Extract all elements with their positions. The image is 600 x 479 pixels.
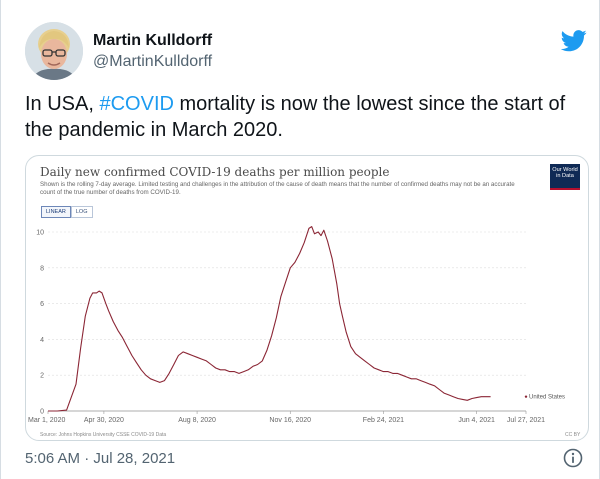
y-tick-label: 10 [36,230,44,237]
chart-source: Source: Johns Hopkins University CSSE CO… [40,432,167,438]
hashtag-link[interactable]: #COVID [99,93,174,115]
x-tick-label: Apr 30, 2020 [84,417,124,424]
x-tick-label: Nov 16, 2020 [269,417,311,424]
x-tick-label: Mar 1, 2020 [28,417,65,424]
series-label: United States [529,395,565,401]
author-handle[interactable]: @MartinKulldorff [93,53,213,70]
x-tick-label: Feb 24, 2021 [363,417,404,424]
scale-toggle: LINEAR LOG [41,206,93,218]
y-tick-label: 0 [40,409,44,416]
twitter-bird-icon[interactable] [561,30,587,52]
y-tick-label: 8 [40,265,44,272]
tweet-timestamp[interactable]: 5:06 AM · Jul 28, 2021 [25,450,176,467]
avatar[interactable] [25,22,83,80]
chart-title: Daily new confirmed COVID-19 deaths per … [40,165,390,179]
y-tick-label: 2 [40,373,44,380]
tweet-text: In USA, #COVID mortality is now the lowe… [25,91,585,143]
chart-subtitle: Shown is the rolling 7-day average. Limi… [40,181,515,196]
x-tick-label: Jul 27, 2021 [507,417,545,424]
x-tick-label: Jun 4, 2021 [458,417,495,424]
tweet-text-after: mortality is now the lowest since the st… [25,93,566,141]
owid-logo: Our World in Data [550,164,580,190]
log-scale-button[interactable]: LOG [70,206,93,218]
y-tick-label: 4 [40,337,44,344]
tweet-text-before: In USA, [25,93,100,115]
chart-license: CC BY [565,432,581,438]
line-chart: 0 2 4 6 8 10 Mar 1, 2020 Apr 30, 2020 Aug 8, 202… [28,226,565,424]
x-tick-label: Aug 8, 2020 [178,417,216,424]
series-line-united-states [48,226,491,412]
series-end-point [524,395,528,398]
linear-scale-button[interactable]: LINEAR [41,206,71,218]
author-name[interactable]: Martin Kulldorff [93,32,213,49]
chart-card[interactable]: Daily new confirmed COVID-19 deaths per … [25,155,589,441]
info-icon[interactable] [563,448,583,468]
y-tick-label: 6 [40,301,44,308]
